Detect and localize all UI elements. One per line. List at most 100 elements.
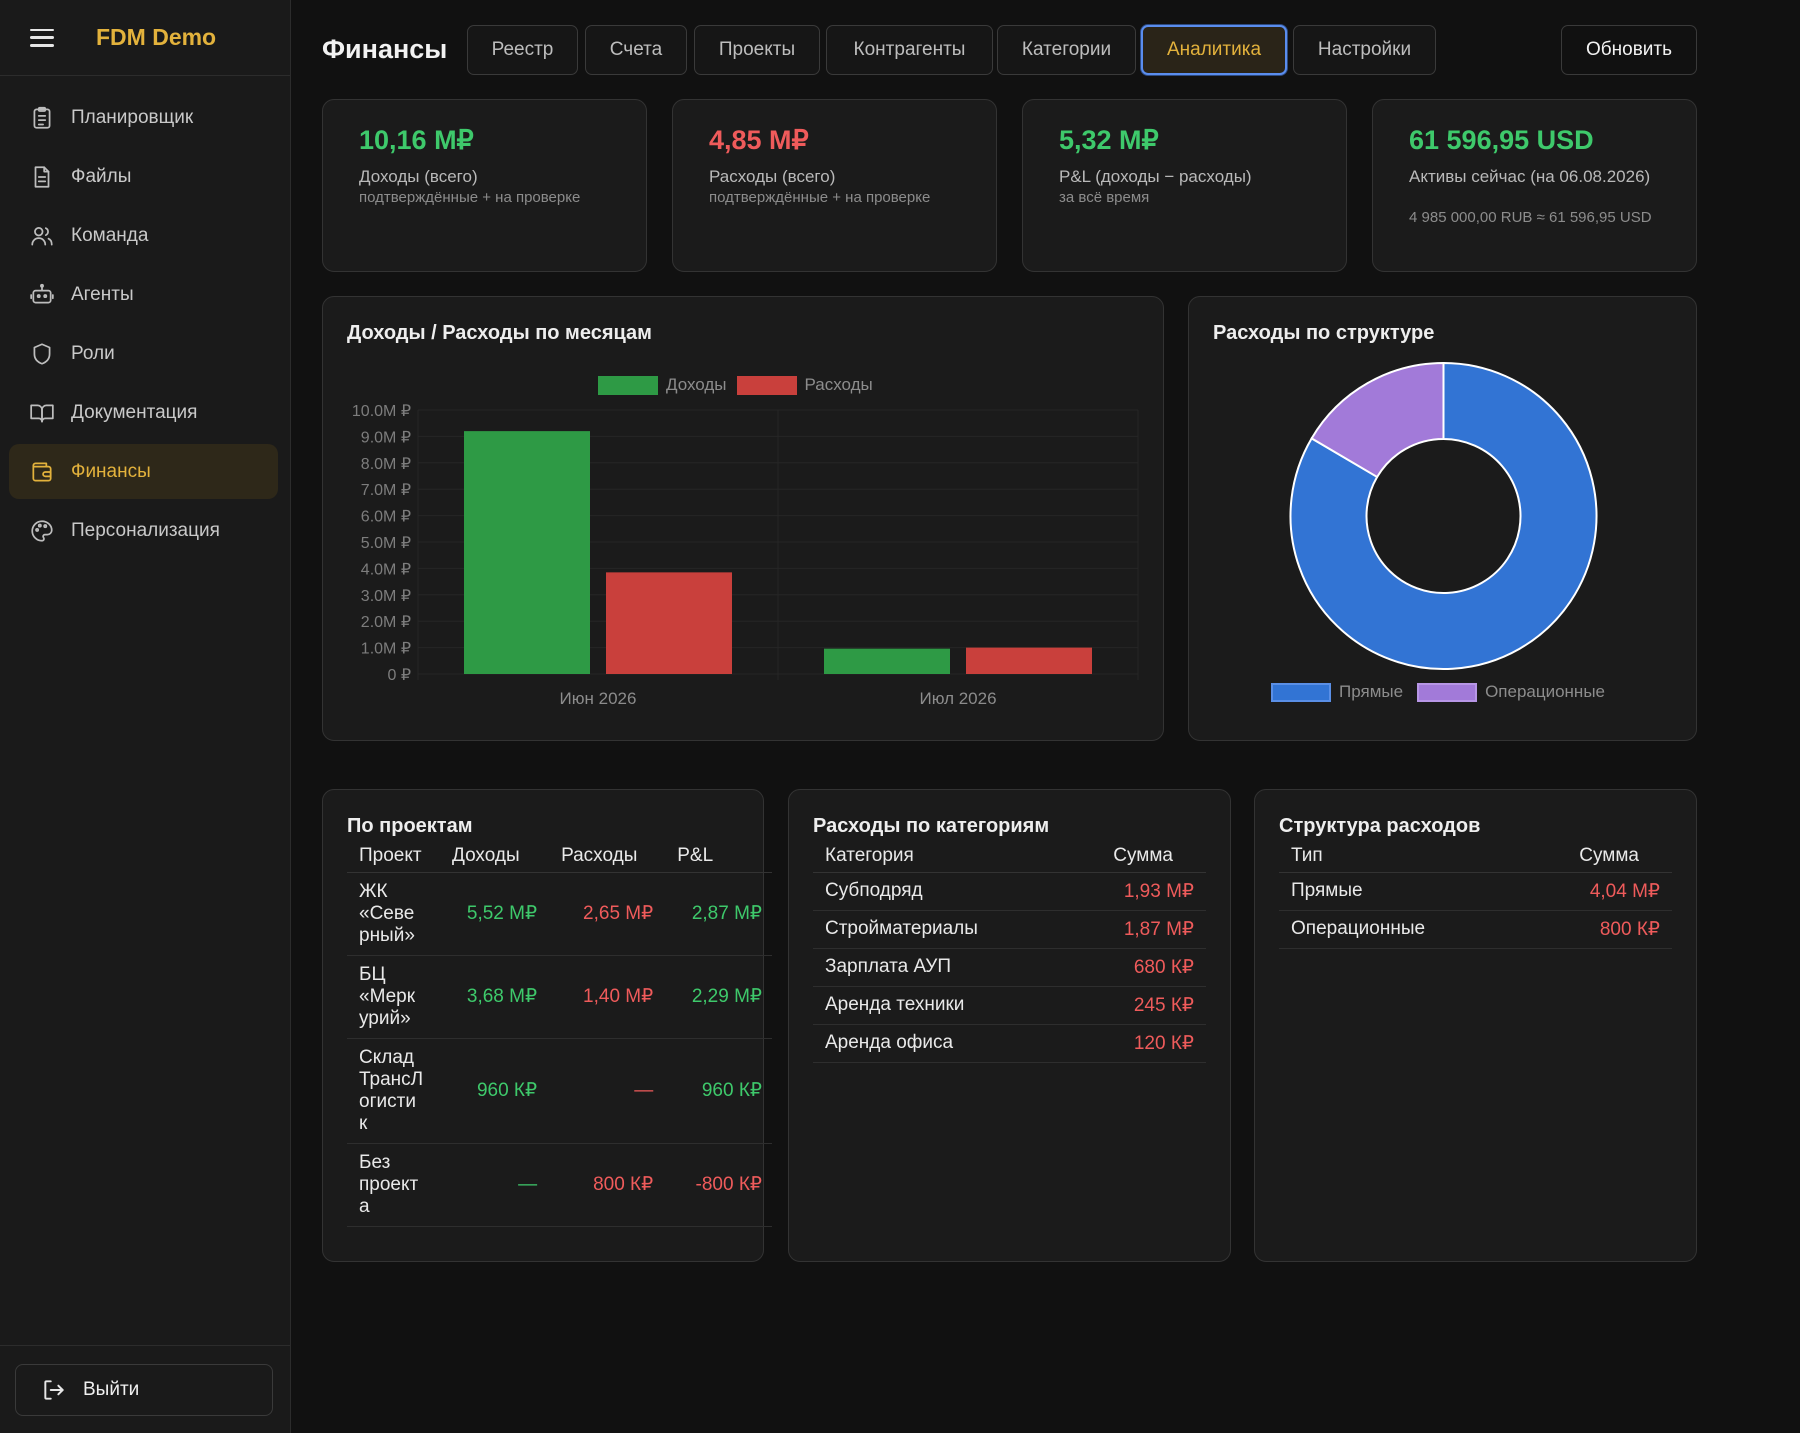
- table-row[interactable]: Склад ТрансЛ огисти к 960 К₽ —960 К₽: [347, 1038, 772, 1144]
- sidebar-item-label: Агенты: [71, 283, 134, 305]
- project-name-line: к: [359, 1112, 368, 1134]
- project-name-line: Склад: [359, 1046, 414, 1068]
- row-amount: 245 К₽: [1059, 986, 1206, 1025]
- sidebar-item-clipboard[interactable]: Планировщик: [9, 90, 278, 145]
- refresh-button[interactable]: Обновить: [1561, 25, 1697, 75]
- sidebar-item-wallet[interactable]: Финансы: [9, 444, 278, 499]
- sidebar-item-label: Персонализация: [71, 519, 220, 541]
- table-row[interactable]: Субподряд 1,93 М₽: [813, 872, 1206, 911]
- row-name: Аренда офиса: [813, 1024, 1060, 1063]
- column-header: Тип: [1279, 838, 1516, 873]
- table-body: Субподряд 1,93 М₽ Стройматериалы 1,87 М₽ Зар…: [813, 872, 1206, 1063]
- monthly-chart-legend: Доходы Расходы: [598, 375, 883, 395]
- table-row[interactable]: Стройматериалы 1,87 М₽: [813, 910, 1206, 949]
- table-row[interactable]: БЦ «Мерк урий» 3,68 М₽ 1,40 М₽ 2,29 М₽: [347, 955, 772, 1039]
- tab-1[interactable]: Реестр: [467, 25, 578, 75]
- y-tick-label: 8.0M ₽: [361, 456, 411, 473]
- legend-item-expense[interactable]: Расходы: [736, 375, 873, 395]
- monthly-chart-title: Доходы / Расходы по месяцам: [347, 322, 652, 344]
- y-tick-label: 10.0M ₽: [352, 403, 411, 420]
- y-tick-label: 6.0M ₽: [361, 509, 411, 526]
- x-tick-label: Июн 2026: [560, 689, 637, 708]
- users-icon: [29, 223, 55, 249]
- project-name-line: «Севе: [359, 902, 415, 924]
- table-row[interactable]: Зарплата АУП 680 К₽: [813, 948, 1206, 987]
- project-pl: 2,29 М₽: [665, 955, 772, 1039]
- kpi-card-expense: 4,85 М₽ Расходы (всего) подтверждённые + н…: [672, 99, 997, 272]
- project-name-line: Без: [359, 1151, 391, 1173]
- column-header: Доходы: [440, 838, 550, 873]
- topbar: Финансы Реестр Счета Проекты Контрагенты Кат…: [322, 25, 1697, 75]
- projects-title: По проектам: [347, 815, 473, 837]
- legend-item-operational[interactable]: Операционные: [1417, 682, 1605, 702]
- table-row[interactable]: Операционные 800 К₽: [1279, 910, 1672, 949]
- sidebar-nav: Планировщик Файлы Команда Агенты Роли Докумен…: [0, 76, 290, 558]
- bar-income-1[interactable]: [464, 431, 590, 674]
- menu-icon[interactable]: [30, 28, 54, 47]
- legend-swatch-expense: [736, 375, 797, 395]
- projects-card: По проектам Проект Доходы Расходы P&L ЖК «Сев…: [322, 789, 772, 1262]
- tab-2[interactable]: Счета: [585, 25, 687, 75]
- legend-label-direct: Прямые: [1339, 682, 1404, 701]
- projects-table: Проект Доходы Расходы P&L ЖК «Севе рный» 5,52 М…: [347, 838, 772, 1227]
- bar-expense-2[interactable]: [966, 647, 1092, 674]
- donut-slice-operational[interactable]: [1310, 361, 1445, 479]
- tab-5[interactable]: Категории: [997, 25, 1136, 75]
- legend-swatch-direct: [1271, 682, 1331, 702]
- sidebar-item-label: Документация: [71, 401, 198, 423]
- project-income: 960 К₽: [440, 1038, 550, 1144]
- column-header: Проект: [347, 838, 440, 873]
- structure-chart-title: Расходы по структуре: [1213, 322, 1435, 344]
- row-amount: 1,87 М₽: [1059, 910, 1206, 949]
- legend-item-direct[interactable]: Прямые: [1271, 682, 1403, 702]
- row-amount: 1,93 М₽: [1059, 872, 1206, 911]
- kpi-subtext: за всё время: [1059, 189, 1150, 206]
- project-expense: 1,40 М₽: [549, 955, 666, 1039]
- kpi-value: 61 596,95 USD: [1409, 125, 1594, 155]
- table-row[interactable]: Без проект а —800 К₽ -800 К₽: [347, 1143, 772, 1227]
- book-icon: [29, 400, 55, 426]
- legend-item-income[interactable]: Доходы: [598, 375, 727, 395]
- monthly-chart-card: Доходы / Расходы по месяцам Доходы Расхо…: [322, 296, 1164, 741]
- file-icon: [29, 164, 55, 190]
- sidebar-header: FDM Demo: [0, 0, 290, 76]
- sidebar-item-shield[interactable]: Роли: [9, 326, 278, 381]
- table-row[interactable]: Аренда техники 245 К₽: [813, 986, 1206, 1025]
- table-row[interactable]: Аренда офиса 120 К₽: [813, 1024, 1206, 1063]
- y-tick-label: 1.0M ₽: [361, 641, 411, 658]
- tab-6[interactable]: Аналитика: [1141, 25, 1287, 75]
- project-expense: 800 К₽: [549, 1143, 666, 1227]
- project-income: 3,68 М₽: [440, 955, 550, 1039]
- logout-icon: [44, 1380, 64, 1400]
- sidebar-item-label: Финансы: [71, 460, 151, 482]
- brand-title: FDM Demo: [96, 24, 217, 50]
- logout-label: Выйти: [83, 1379, 140, 1400]
- x-tick-label: Июл 2026: [919, 689, 996, 708]
- sidebar-item-palette[interactable]: Персонализация: [9, 503, 278, 558]
- bar-income-2[interactable]: [824, 648, 950, 674]
- table-row[interactable]: ЖК «Севе рный» 5,52 М₽ 2,65 М₽ 2,87 М₽: [347, 872, 772, 956]
- donut-slice-direct[interactable]: [1289, 361, 1598, 670]
- project-expense: —: [549, 1038, 666, 1144]
- kpi-label: Расходы (всего): [709, 167, 836, 186]
- legend-label-operational: Операционные: [1485, 682, 1605, 701]
- tab-7[interactable]: Настройки: [1293, 25, 1436, 75]
- y-tick-label: 5.0M ₽: [361, 535, 411, 552]
- table-header: Категория Сумма: [813, 838, 1206, 873]
- sidebar-item-file[interactable]: Файлы: [9, 149, 278, 204]
- tab-4[interactable]: Контрагенты: [826, 25, 993, 75]
- sidebar-item-users[interactable]: Команда: [9, 208, 278, 263]
- y-tick-label: 2.0M ₽: [361, 614, 411, 631]
- monthly-bar-chart: 0 ₽ 1.0M ₽ 2.0M ₽ 3.0M ₽ 4.0M ₽ 5.0M ₽ 6.0M ₽ 7…: [352, 403, 1139, 708]
- sidebar-item-book[interactable]: Документация: [9, 385, 278, 440]
- column-header: P&L: [665, 838, 772, 873]
- bar-expense-1[interactable]: [606, 572, 732, 674]
- table-row[interactable]: Прямые 4,04 М₽: [1279, 872, 1672, 911]
- wallet-icon: [29, 459, 55, 485]
- project-income: 5,52 М₽: [440, 872, 550, 956]
- tab-3[interactable]: Проекты: [694, 25, 820, 75]
- logout-button[interactable]: Выйти: [15, 1364, 273, 1416]
- column-header: Расходы: [549, 838, 666, 873]
- sidebar-item-bot[interactable]: Агенты: [9, 267, 278, 322]
- project-pl: -800 К₽: [665, 1143, 772, 1227]
